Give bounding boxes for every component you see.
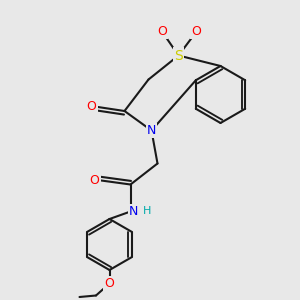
Text: O: O bbox=[157, 25, 167, 38]
Text: O: O bbox=[90, 173, 99, 187]
Text: O: O bbox=[105, 277, 114, 290]
Text: N: N bbox=[129, 205, 138, 218]
Text: S: S bbox=[174, 49, 183, 62]
Text: O: O bbox=[192, 25, 201, 38]
Text: H: H bbox=[143, 206, 151, 217]
Text: O: O bbox=[87, 100, 96, 113]
Text: N: N bbox=[147, 124, 156, 137]
